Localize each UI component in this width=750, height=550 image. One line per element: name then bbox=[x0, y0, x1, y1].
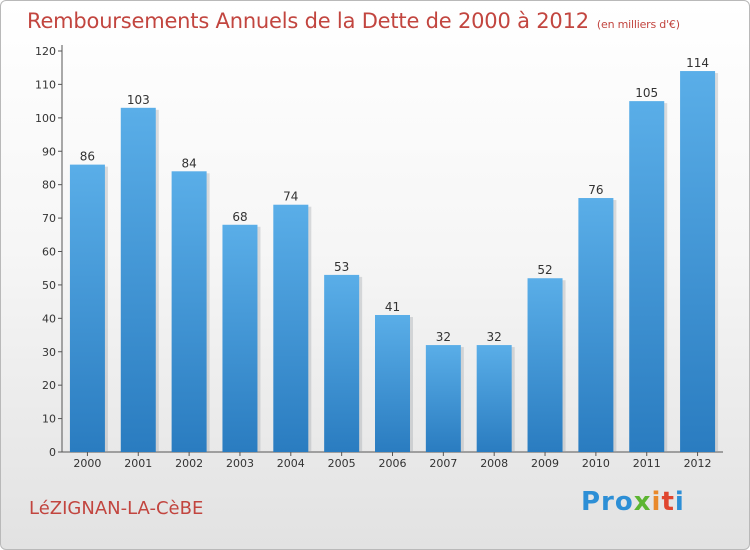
data-label-2002: 84 bbox=[181, 156, 196, 170]
y-tick-label: 10 bbox=[42, 413, 56, 426]
y-tick-label: 80 bbox=[42, 179, 56, 192]
data-label-2009: 52 bbox=[537, 263, 552, 277]
data-label-2003: 68 bbox=[232, 210, 247, 224]
x-tick-label-2004: 2004 bbox=[277, 457, 305, 470]
y-tick-label: 120 bbox=[35, 45, 56, 58]
bar-2007 bbox=[425, 345, 461, 452]
x-tick-label-2008: 2008 bbox=[480, 457, 508, 470]
data-label-2005: 53 bbox=[334, 260, 349, 274]
bar-2010 bbox=[578, 198, 614, 452]
y-tick-label: 110 bbox=[35, 78, 56, 91]
y-tick-label: 20 bbox=[42, 379, 56, 392]
bar-2012 bbox=[680, 71, 716, 453]
bar-2002 bbox=[171, 171, 207, 453]
data-label-2000: 86 bbox=[80, 150, 95, 164]
data-label-2007: 32 bbox=[436, 330, 451, 344]
y-tick-label: 60 bbox=[42, 246, 56, 259]
data-label-2001: 103 bbox=[127, 93, 150, 107]
data-label-2010: 76 bbox=[588, 183, 603, 197]
bar-2000 bbox=[69, 164, 105, 452]
chart-bars: 86 103 84 68 74 53 41 32 32 52 76 105 114 bbox=[69, 56, 719, 453]
bar-2001 bbox=[120, 107, 156, 452]
x-tick-label-2002: 2002 bbox=[175, 457, 203, 470]
proxiti-logo: Proxiti bbox=[581, 487, 685, 517]
bar-2009 bbox=[527, 278, 563, 452]
bar-2004 bbox=[273, 204, 309, 452]
place-name: LéZIGNAN-LA-CèBE bbox=[29, 498, 204, 519]
x-tick-label-2011: 2011 bbox=[633, 457, 661, 470]
y-tick-label: 50 bbox=[42, 279, 56, 292]
y-tick-label: 30 bbox=[42, 346, 56, 359]
y-tick-label: 40 bbox=[42, 312, 56, 325]
bar-2011 bbox=[629, 101, 665, 452]
chart-axes: 0 10 20 30 40 50 60 70 80 90 100 110 120 2000 2001 2002… bbox=[35, 45, 723, 470]
bar-2006 bbox=[375, 314, 410, 452]
y-tick-label: 90 bbox=[42, 145, 56, 158]
x-tick-label-2000: 2000 bbox=[73, 457, 101, 470]
y-tick-label: 70 bbox=[42, 212, 56, 225]
x-tick-label-2001: 2001 bbox=[124, 457, 152, 470]
x-tick-label-2010: 2010 bbox=[582, 457, 610, 470]
x-tick-label-2009: 2009 bbox=[531, 457, 559, 470]
data-label-2006: 41 bbox=[385, 300, 400, 314]
y-tick-label: 0 bbox=[49, 446, 56, 459]
chart-title-text: Remboursements Annuels de la Dette de 20… bbox=[27, 9, 589, 33]
bar-2008 bbox=[476, 345, 512, 452]
bar-2005 bbox=[324, 274, 360, 452]
data-label-2008: 32 bbox=[487, 330, 502, 344]
y-tick-label: 100 bbox=[35, 112, 56, 125]
chart-title: Remboursements Annuels de la Dette de 20… bbox=[27, 9, 680, 33]
data-label-2012: 114 bbox=[686, 56, 709, 70]
x-tick-label-2003: 2003 bbox=[226, 457, 254, 470]
x-tick-label-2006: 2006 bbox=[379, 457, 407, 470]
x-tick-label-2007: 2007 bbox=[429, 457, 457, 470]
data-label-2004: 74 bbox=[283, 190, 298, 204]
x-tick-label-2005: 2005 bbox=[328, 457, 356, 470]
x-tick-label-2012: 2012 bbox=[684, 457, 712, 470]
data-label-2011: 105 bbox=[635, 86, 658, 100]
chart-subtitle: (en milliers d'€) bbox=[596, 18, 680, 31]
bar-2003 bbox=[222, 224, 258, 452]
